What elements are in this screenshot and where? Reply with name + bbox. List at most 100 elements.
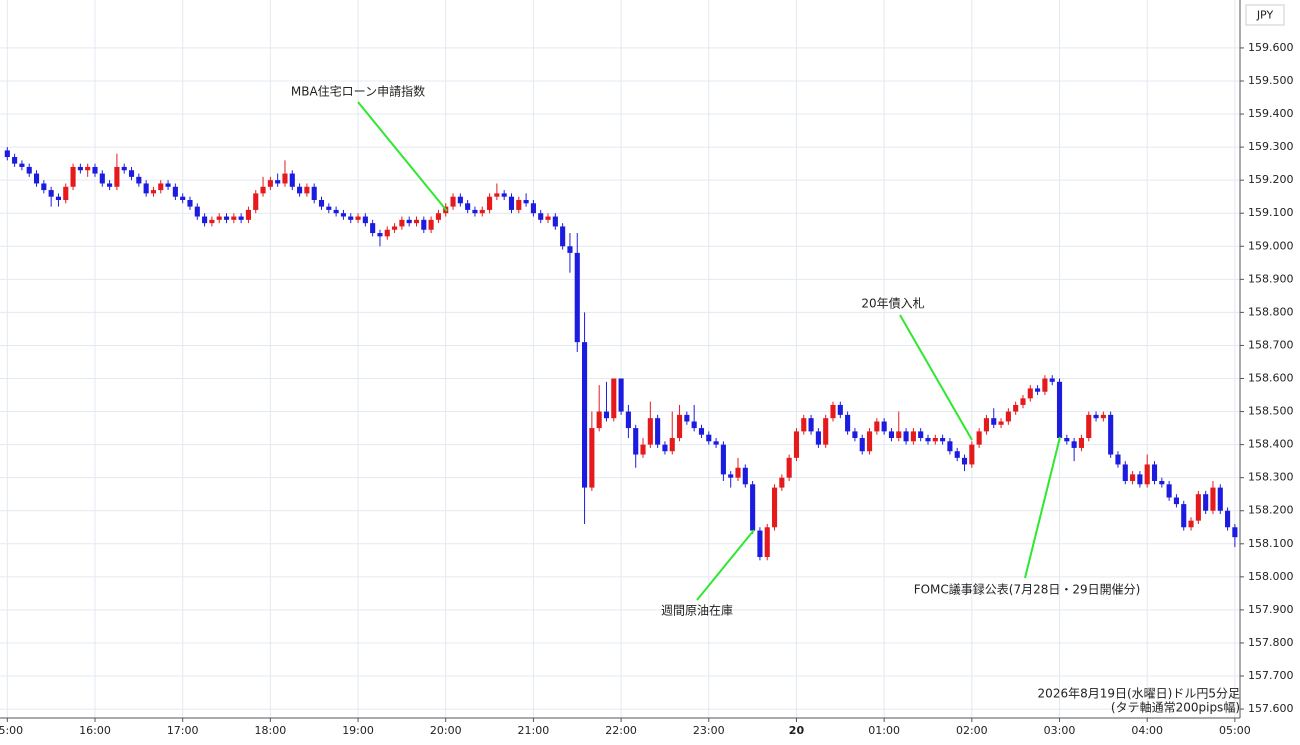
- x-tick-label: 18:00: [255, 724, 287, 737]
- note-line: 2026年8月19日(水曜日)ドル円5分足: [1038, 687, 1240, 701]
- grid: [0, 0, 1240, 718]
- candle-body: [991, 418, 997, 425]
- y-tick-label: 159.400: [1248, 107, 1294, 120]
- candle-body: [735, 467, 741, 478]
- candle-body: [1020, 398, 1026, 405]
- candle-body: [1005, 411, 1011, 422]
- y-tick-label: 157.700: [1248, 669, 1294, 682]
- candle-body: [231, 216, 237, 220]
- candle-body: [837, 404, 843, 415]
- candles: [4, 147, 1238, 561]
- candle-body: [304, 186, 310, 194]
- candle-body: [698, 428, 705, 435]
- candle-body: [1137, 474, 1143, 485]
- candle-body: [947, 441, 953, 452]
- y-tick-label: 158.700: [1248, 338, 1294, 351]
- candle-body: [487, 196, 493, 210]
- candle-body: [1115, 454, 1121, 465]
- candle-body: [158, 183, 164, 191]
- candle-body: [720, 444, 726, 475]
- candle-body: [691, 421, 697, 429]
- candle-body: [545, 216, 551, 220]
- candle-body: [465, 203, 471, 210]
- candle-body: [1035, 388, 1041, 392]
- candle-body: [640, 444, 646, 455]
- candle-body: [33, 173, 40, 184]
- y-tick-label: 158.200: [1248, 504, 1294, 517]
- candle-body: [1166, 484, 1172, 498]
- candle-body: [55, 196, 62, 200]
- candle-body: [92, 166, 98, 174]
- candle-body: [830, 404, 836, 419]
- candle-body: [1042, 378, 1048, 392]
- candle-body: [450, 196, 456, 207]
- candle-body: [384, 229, 390, 237]
- y-tick-label: 159.500: [1248, 74, 1294, 87]
- y-tick-label: 157.600: [1248, 702, 1294, 715]
- x-tick-label: 19:00: [342, 724, 374, 737]
- y-tick-label: 158.600: [1248, 372, 1294, 385]
- candle-body: [202, 216, 208, 224]
- x-tick-label: 23:00: [693, 724, 725, 737]
- candle-body: [1013, 404, 1019, 412]
- candle-body: [881, 421, 887, 432]
- candle-body: [1130, 474, 1136, 481]
- candle-body: [333, 209, 339, 214]
- x-tick-label: 17:00: [167, 724, 199, 737]
- candle-body: [647, 418, 653, 445]
- candle-body: [85, 166, 91, 171]
- candle-body: [340, 213, 346, 217]
- candle-body: [253, 193, 259, 210]
- candle-body: [428, 219, 434, 230]
- x-tick-label: 20:00: [430, 724, 462, 737]
- candle-body: [1122, 464, 1128, 481]
- candle-body: [4, 150, 10, 158]
- annotation-line: [357, 101, 448, 212]
- candle-body: [961, 457, 968, 465]
- candle-body: [1203, 494, 1209, 511]
- candle-body: [793, 431, 800, 458]
- candle-body: [187, 199, 193, 207]
- annotation-line: [1024, 436, 1061, 579]
- candle-body: [435, 213, 441, 220]
- candle-body: [845, 414, 851, 432]
- candle-body: [1027, 388, 1033, 399]
- candle-body: [1173, 497, 1179, 505]
- annotation-text: FOMC議事録公表(7月28日・29日開催分): [914, 582, 1141, 597]
- candle-body: [896, 431, 902, 439]
- candle-body: [1195, 494, 1201, 521]
- candle-body: [501, 193, 507, 197]
- candle-body: [676, 414, 683, 439]
- candle-body: [1144, 464, 1150, 485]
- x-tick-label: 02:00: [956, 724, 988, 737]
- candle-body: [808, 418, 814, 432]
- candle-body: [311, 186, 317, 200]
- currency-box: [1245, 4, 1285, 26]
- candle-body: [1071, 441, 1077, 448]
- annotation-line: [899, 314, 973, 441]
- candle-body: [1064, 438, 1070, 442]
- candle-body: [1108, 414, 1114, 455]
- candle-body: [472, 209, 478, 214]
- candle-body: [603, 411, 610, 419]
- candle-body: [377, 233, 383, 237]
- candle-body: [282, 173, 288, 184]
- candle-body: [180, 196, 186, 200]
- candle-body: [618, 378, 624, 412]
- annotation-line: [696, 529, 755, 601]
- candle-body: [1086, 414, 1092, 439]
- candle-body: [560, 226, 566, 247]
- candle-body: [1049, 378, 1055, 382]
- candle-body: [903, 431, 909, 442]
- y-tick-label: 159.000: [1248, 239, 1294, 252]
- candle-body: [1188, 520, 1194, 528]
- candle-body: [706, 434, 712, 442]
- candle-body: [771, 487, 778, 528]
- annotation-text: 週間原油在庫: [661, 604, 733, 618]
- candle-body: [260, 186, 266, 194]
- x-tick-label: 21:00: [518, 724, 550, 737]
- y-tick-label: 158.400: [1248, 438, 1294, 451]
- candle-body: [530, 203, 536, 214]
- x-tick-label: 04:00: [1131, 724, 1163, 737]
